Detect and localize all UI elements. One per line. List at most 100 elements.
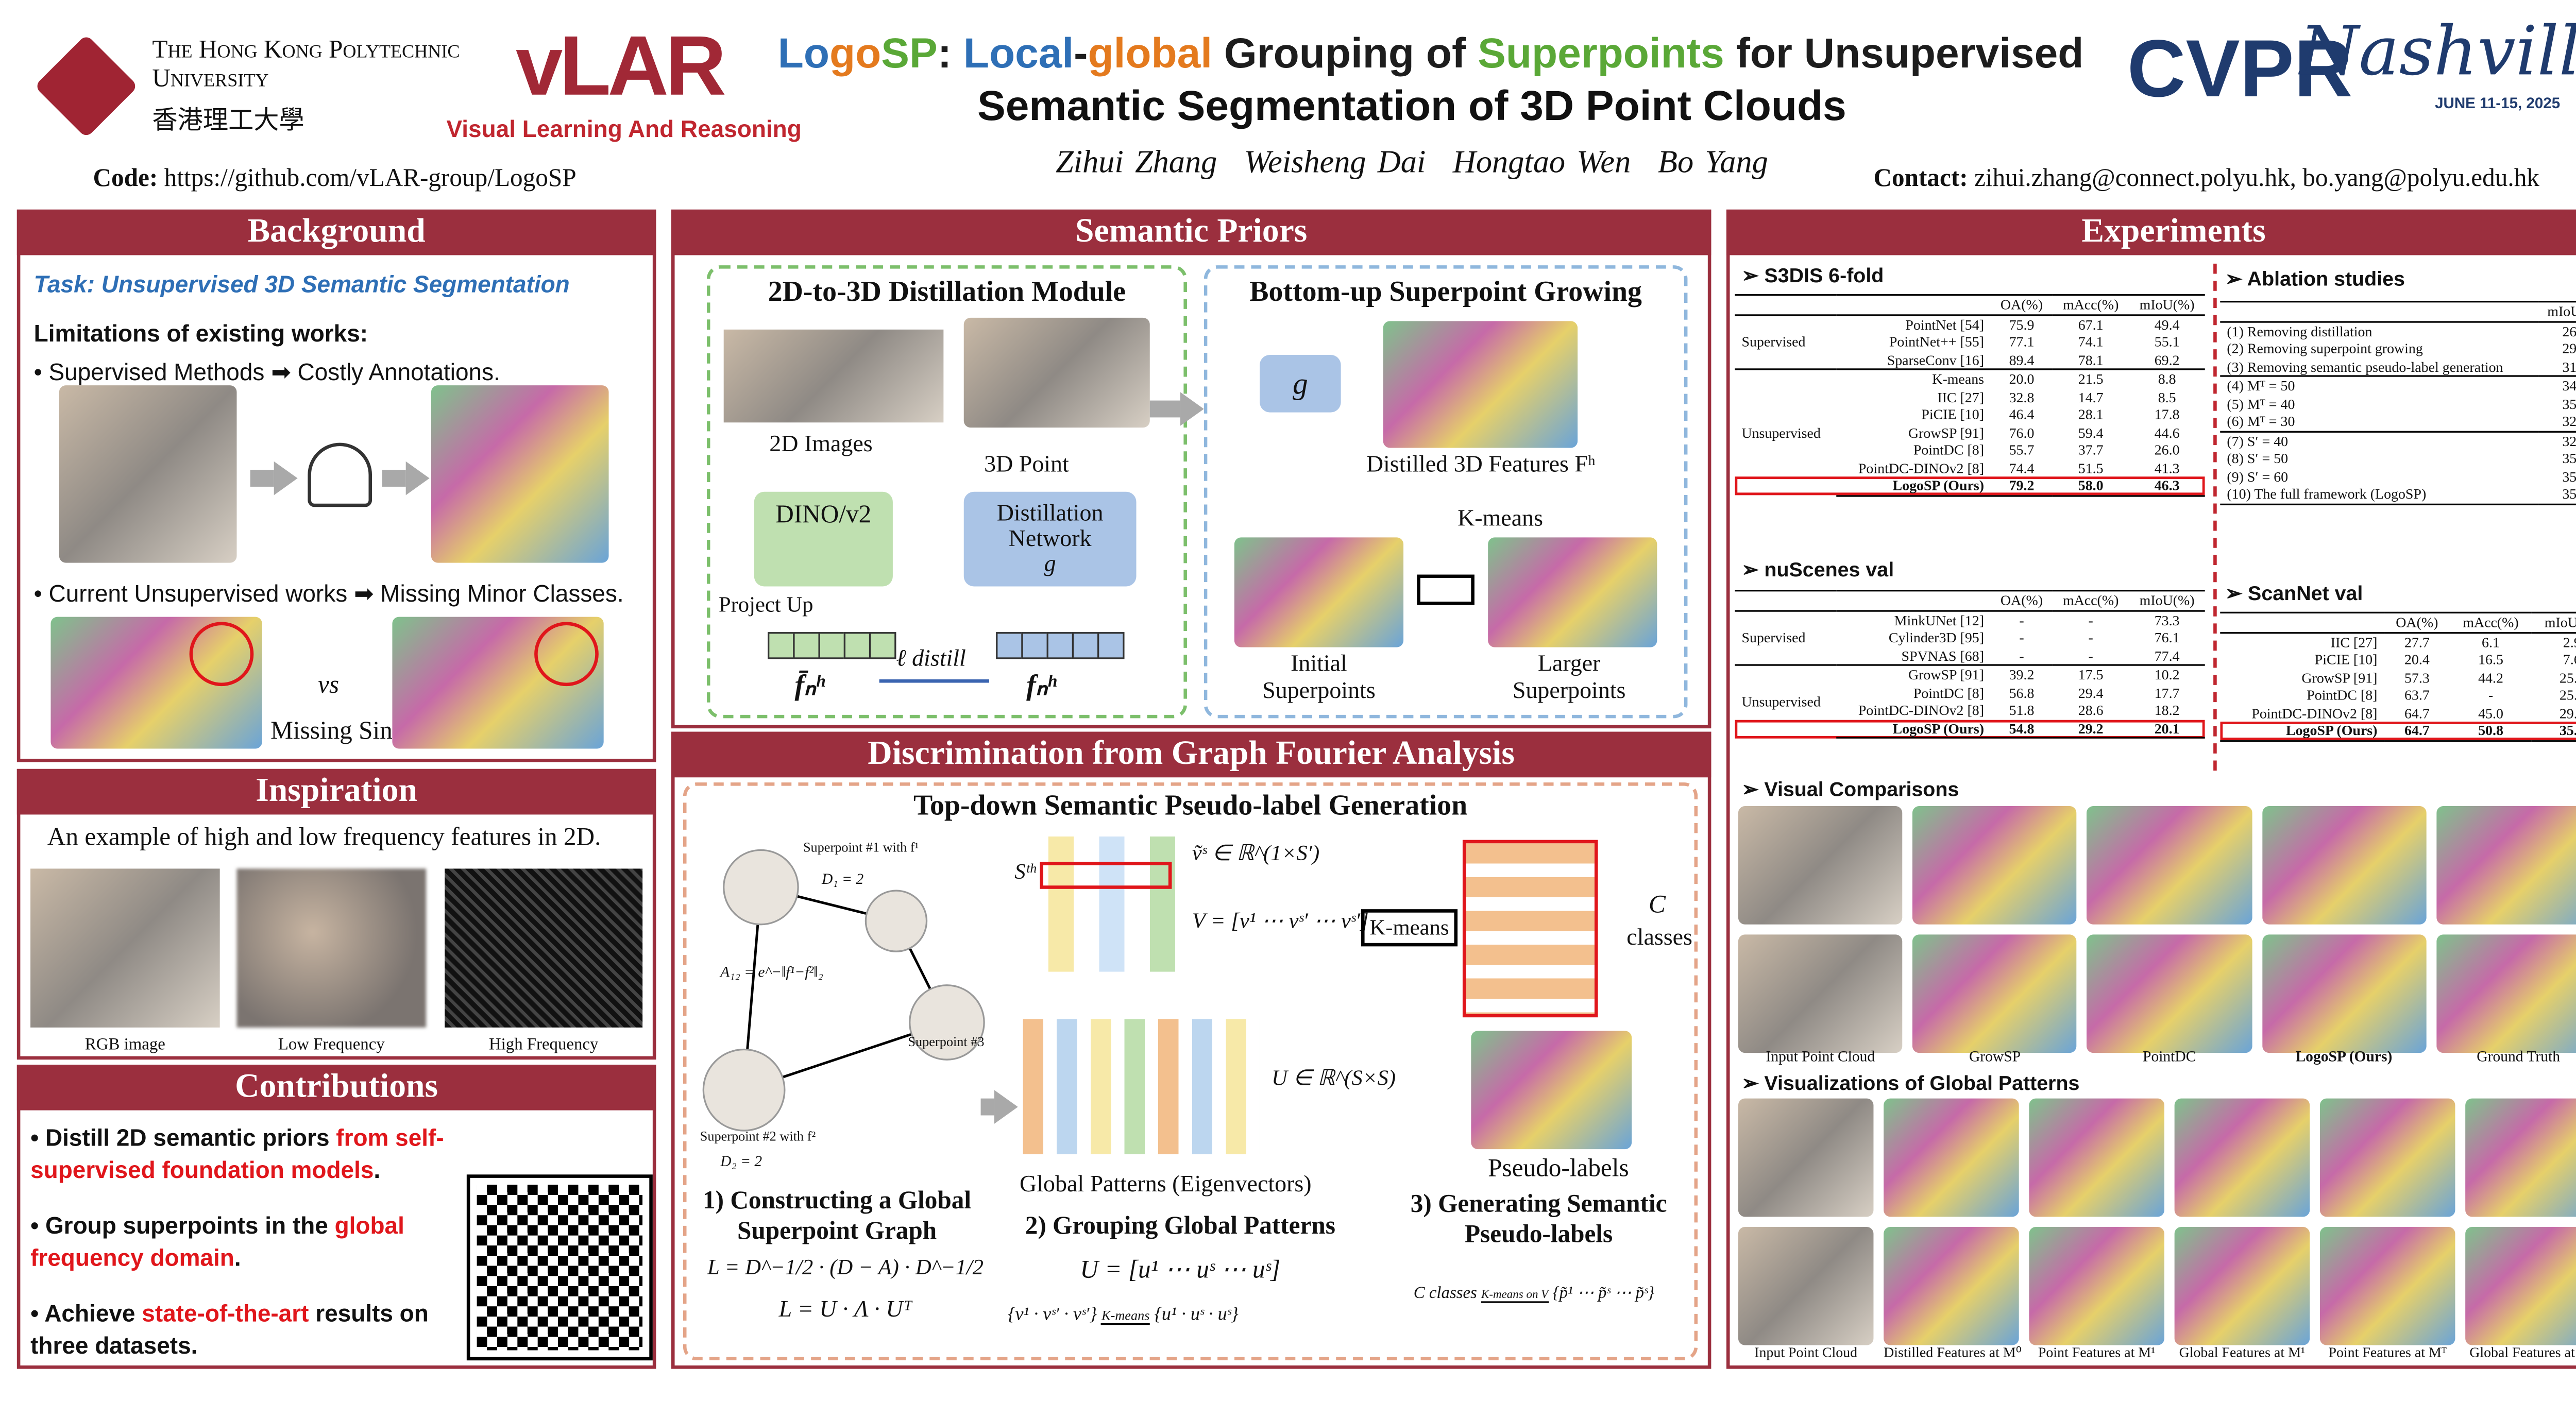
table-value: 44.6 xyxy=(2154,423,2180,440)
table-value: - xyxy=(2019,628,2024,646)
table-row: LogoSP (Ours) 79.2 58.0 46.3 xyxy=(1735,476,2205,496)
table-value: 8.5 xyxy=(2158,387,2176,405)
result-image xyxy=(2261,934,2426,1053)
dates: JUNE 11-15, 2025 xyxy=(2435,94,2561,112)
header-cell: mAcc(%) xyxy=(2450,611,2532,633)
caption: PointDC xyxy=(2143,1048,2196,1065)
f-bar-label: f̄ₙʰ xyxy=(794,669,824,702)
caption: Distilled Features at M⁰ xyxy=(1884,1343,2022,1361)
caption: RGB image xyxy=(84,1036,165,1055)
contribution: • Group superpoints in the global freque… xyxy=(30,1211,404,1271)
network-node: Distillation Network g xyxy=(963,491,1137,587)
v-label: V = [v¹ ⋯ vˢ′ ⋯ vˢ′] xyxy=(1192,907,1369,933)
caption: Ground Truth xyxy=(2477,1048,2560,1065)
header-cell: OA(%) xyxy=(2384,611,2450,633)
a12: A₁₂ = e^−‖f¹−f²‖₂ xyxy=(720,963,823,980)
method-name: (8) S′ = 50 xyxy=(2227,449,2289,467)
dino-node: DINO/v2 xyxy=(754,491,893,587)
method-name: (6) Mᵀ = 30 xyxy=(2227,412,2295,430)
method-name: (9) S′ = 60 xyxy=(2227,467,2289,485)
group-label: Unsupervised xyxy=(1735,368,1837,496)
conference-logo: CVPR xyxy=(2127,25,2353,115)
title-text: nuScenes val xyxy=(1764,557,1894,582)
annotator-icon xyxy=(308,442,372,507)
table-value: 55.7 xyxy=(2009,441,2035,458)
result-image xyxy=(2087,806,2252,925)
header-cell xyxy=(1837,590,1991,611)
contact-email[interactable]: zihui.zhang@connect.polyu.hk, bo.yang@po… xyxy=(1974,165,2539,193)
task: Task: Unsupervised 3D Semantic Segmentat… xyxy=(33,270,570,298)
table-value: 18.2 xyxy=(2154,701,2180,719)
eq-3: U = [u¹ ⋯ uˢ ⋯ uˢ] xyxy=(1080,1257,1281,1285)
title-line-2: Semantic Segmentation of 3D Point Clouds xyxy=(977,82,1846,130)
table-row: PointDC [8] 63.7 - 25.7 xyxy=(2220,686,2576,704)
table-row: (2) Removing superpoint growing 29.3 xyxy=(2220,339,2576,357)
result-image xyxy=(2436,934,2576,1053)
contribution-text: . xyxy=(374,1156,381,1183)
g-node: g xyxy=(1260,355,1341,413)
table-value: 32.4 xyxy=(2562,412,2576,430)
header-row: OA(%)mAcc(%)mIoU(%) xyxy=(2220,611,2576,633)
table-value: 76.1 xyxy=(2154,628,2180,646)
vs-label: ṽˢ ∈ ℝ^(1×S′) xyxy=(1192,840,1320,865)
superpoint-graph xyxy=(702,849,985,1132)
header-row: mIoU(%) xyxy=(2220,301,2576,322)
caption: Point Features at M¹ xyxy=(2038,1343,2156,1361)
vs: vs xyxy=(318,672,340,700)
box-title: Top-down Semantic Pseudo-label Generatio… xyxy=(913,789,1468,822)
table-value: 74.4 xyxy=(2009,458,2035,476)
table-value: 29.2 xyxy=(2052,719,2129,739)
method-name: (2) Removing superpoint growing xyxy=(2227,339,2423,357)
result-image xyxy=(2174,1227,2310,1345)
section-title: Semantic Priors xyxy=(671,209,1711,255)
title-segment: - xyxy=(1074,30,1088,78)
method-name: PointDC-DINOv2 [8] xyxy=(2251,704,2378,721)
eq-2: L = U · Λ · Uᵀ xyxy=(778,1297,912,1324)
step-3: 3) Generating Semantic Pseudo-labels xyxy=(1410,1191,1667,1249)
contribution: • Achieve state-of-the-art results on th… xyxy=(30,1300,429,1359)
dino-label: DINO/v2 xyxy=(775,502,872,529)
method-name: (4) Mᵀ = 50 xyxy=(2220,375,2537,395)
table-value: - xyxy=(2019,611,2024,628)
result-image xyxy=(2261,806,2426,925)
table-value: - xyxy=(2488,686,2494,703)
table-row: GrowSP [91] 57.3 44.2 25.4 xyxy=(2220,669,2576,686)
table-row: PointDC-DINOv2 [8] 74.4 51.5 41.3 xyxy=(1735,459,2205,476)
affiliation-cn: 香港理工大學 xyxy=(152,108,304,135)
table-title: ➢ S3DIS 6-fold xyxy=(1741,263,1884,287)
d1: D₁ = 2 xyxy=(822,870,864,887)
table-value: - xyxy=(2088,646,2093,663)
table-row: IIC [27] 27.7 6.1 2.9 xyxy=(2220,632,2576,651)
qr-code[interactable] xyxy=(466,1174,653,1361)
module-title: 2D-to-3D Distillation Module xyxy=(768,275,1126,308)
table-value: 10.2 xyxy=(2129,664,2205,684)
contribution-text: results on three datasets. xyxy=(30,1300,429,1359)
table-value: 44.2 xyxy=(2478,668,2503,686)
code-url[interactable]: https://github.com/vLAR-group/LogoSP xyxy=(164,165,577,193)
section-title: Inspiration xyxy=(16,768,656,815)
table-row: PointDC-DINOv2 [8] 51.8 28.6 18.2 xyxy=(1735,702,2205,719)
title-segment: Lo xyxy=(777,30,829,78)
result-image xyxy=(1912,934,2077,1053)
low-frequency-image xyxy=(236,868,427,1028)
caption: Low Frequency xyxy=(278,1036,385,1055)
kmeans-label: K-means xyxy=(1458,507,1543,533)
table-value: 35.8 xyxy=(2537,485,2576,505)
caption: LogoSP (Ours) xyxy=(2295,1048,2393,1065)
result-image xyxy=(1738,1098,1874,1217)
eq-4-arrow: K-means xyxy=(1101,1308,1150,1325)
table-value: 29.3 xyxy=(2562,339,2576,357)
section-title: Experiments xyxy=(1726,209,2576,255)
table-row: (8) S′ = 50 35.8 xyxy=(2220,450,2576,467)
highlight-circle xyxy=(534,622,599,687)
method-name: LogoSP (Ours) xyxy=(2220,721,2384,741)
header-cell: mIoU(%) xyxy=(2531,611,2576,633)
table-value: 37.7 xyxy=(2078,441,2104,458)
contribution-text: global frequency domain xyxy=(30,1211,404,1271)
distill-box xyxy=(706,265,1187,719)
arrow xyxy=(382,470,406,487)
u-label: U ∈ ℝ^(S×S) xyxy=(1272,1065,1396,1090)
